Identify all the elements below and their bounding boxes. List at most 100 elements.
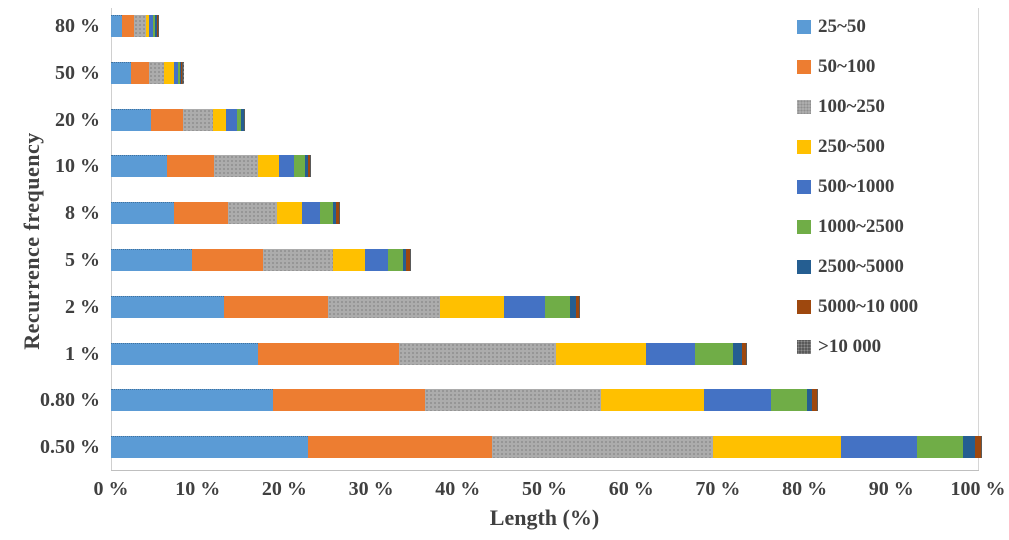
legend-label: >10 000 [818,336,882,357]
bar-segment-100-250 [228,202,277,225]
bar-segment-50-100 [192,249,263,271]
x-tick-label: 50 % [522,478,567,500]
bar-segment-1000-2500 [770,389,808,412]
bar-segment-50-100 [150,108,183,131]
bar-row-80pct [111,15,159,37]
y-tick-label: 5 % [65,249,100,271]
bar-segment-100-250 [134,15,146,37]
bar-segment-250-500 [712,436,841,459]
bar-segment->10-000 [244,108,246,131]
bar-segment-1000-2500 [917,436,964,459]
bar-segment-5000-10-000 [812,389,817,412]
bar-segment-500-1000 [174,61,178,84]
bar-segment-500-1000 [301,202,320,225]
bar-segment-250-500 [440,295,504,318]
bar-segment-5000-10-000 [742,342,746,365]
bar-segment-2500-5000 [402,249,407,271]
bar-segment-2500-5000 [154,15,157,37]
bar-segment-1000-2500 [236,108,242,131]
bar-segment-500-1000 [149,15,154,37]
bar-segment->10-000 [745,342,747,365]
legend-item: 5000~10 000 [797,296,918,318]
bar-segment-500-1000 [645,342,696,365]
bar-segment->10-000 [816,389,819,412]
bar-segment-5000-10-000 [180,61,183,84]
bar-segment-250-500 [213,108,227,131]
bar-segment-50-100 [258,342,399,365]
bar-segment-1000-2500 [319,202,333,225]
legend-item: 50~100 [797,56,918,78]
bar-segment->10-000 [182,61,184,84]
bar-segment-25-50 [111,295,224,318]
bar-segment-2500-5000 [305,155,308,178]
bar-segment-2500-5000 [807,389,813,412]
bar-segment->10-000 [309,155,311,178]
bar-segment-250-500 [555,342,646,365]
bar-row-20pct [111,108,246,131]
y-tick-label: 0.80 % [40,389,100,412]
bar-segment-50-100 [273,389,425,412]
bar-segment-1000-2500 [695,342,733,365]
y-tick-label: 0.50 % [40,436,100,459]
bar-segment-500-1000 [704,389,771,412]
bar-segment-2500-5000 [241,108,244,131]
bar-segment-25-50 [111,202,175,225]
legend: 25~50 50~100 100~250 250~500 500~1000 1000~25… [797,16,918,376]
legend-label: 50~100 [818,56,876,77]
bar-segment-500-1000 [365,249,389,271]
bar-segment-1000-2500 [293,155,306,178]
legend-swatch-icon [797,220,811,234]
bar-segment->10-000 [409,249,411,271]
bar-segment-5000-10-000 [156,15,158,37]
bar-segment->10-000 [339,202,341,225]
legend-label: 5000~10 000 [818,296,919,317]
legend-label: 1000~2500 [818,216,904,237]
bar-segment-100-250 [182,108,214,131]
bar-row-1pct [111,342,747,365]
legend-swatch-icon [797,20,811,34]
bar-row-0.50pct [111,436,983,459]
bar-segment-100-250 [424,389,601,412]
bar-segment-250-500 [163,61,175,84]
bar-segment-2500-5000 [179,61,181,84]
bar-segment-500-1000 [503,295,546,318]
bar-segment-100-250 [214,155,258,178]
bar-segment-1000-2500 [545,295,570,318]
bar-row-50pct [111,61,184,84]
bar-segment-2500-5000 [569,295,576,318]
bar-segment-2500-5000 [332,202,337,225]
x-axis-line [111,470,979,471]
bar-segment-25-50 [111,436,308,459]
legend-item: 25~50 [797,16,918,38]
x-tick-label: 0 % [93,478,129,500]
bar-segment-250-500 [257,155,280,178]
legend-label: 100~250 [818,96,885,117]
bar-segment-100-250 [327,295,441,318]
legend-swatch-icon [797,340,811,354]
x-tick-label: 70 % [695,478,741,500]
bar-segment-1000-2500 [177,61,180,84]
bar-segment-100-250 [491,436,713,459]
bar-segment-5000-10-000 [336,202,340,225]
bar-segment-5000-10-000 [307,155,310,178]
bar-segment-500-1000 [279,155,294,178]
legend-item: 250~500 [797,136,918,158]
bar-segment-5000-10-000 [406,249,410,271]
x-axis-title: Length (%) [489,505,600,530]
bar-segment-1000-2500 [153,15,155,37]
bar-segment-250-500 [276,202,302,225]
bar-segment-25-50 [111,15,123,37]
bar-segment-25-50 [111,61,131,84]
bar-segment-50-100 [130,61,150,84]
legend-item: 500~1000 [797,176,918,198]
legend-item: 100~250 [797,96,918,118]
y-tick-label: 50 % [55,61,100,84]
plot-area [111,8,983,470]
bar-segment-250-500 [332,249,365,271]
legend-swatch-icon [797,60,811,74]
y-tick-label: 8 % [65,202,100,225]
legend-swatch-icon [797,180,811,194]
bar-row-2pct [111,295,580,318]
y-tick-label: 80 % [55,15,100,37]
